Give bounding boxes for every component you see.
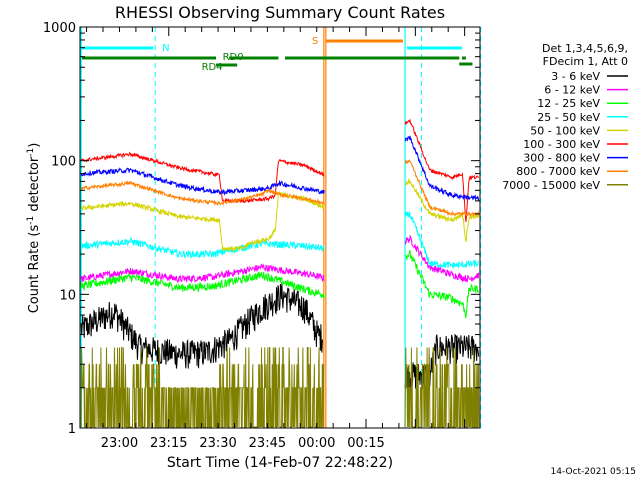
y-axis-label-end: ) <box>27 143 42 148</box>
series-line <box>80 250 480 319</box>
series-12-25kev <box>80 250 480 319</box>
saa-flag-label: S <box>312 36 318 47</box>
series-7000-15000kev <box>80 347 480 428</box>
x-tick-label: 00:15 <box>347 436 384 451</box>
series-line <box>80 118 480 222</box>
y-axis-label-main: Count Rate (s <box>27 225 42 314</box>
legend-entry-label: 6 - 12 keV <box>544 84 600 97</box>
y-axis-label-mid: detector <box>27 156 42 216</box>
series-line <box>81 178 480 253</box>
series-6-12kev <box>80 234 480 284</box>
x-tick-label: 23:00 <box>101 436 138 451</box>
series-line <box>80 211 480 269</box>
rd0-flag-label: RD0 <box>223 52 244 63</box>
rd4-flag-label: RD4 <box>202 62 223 73</box>
legend-entry-label: 25 - 50 keV <box>537 111 600 124</box>
axes: 1 10 100 1000 23:00 23:15 23:30 23:45 00:00 00:15 <box>43 21 481 451</box>
legend-entry-label: 12 - 25 keV <box>537 97 600 110</box>
x-tick-label: 23:15 <box>150 436 187 451</box>
series-line <box>80 234 480 284</box>
series-25-50kev <box>80 211 480 269</box>
y-axis-label-sup1: -1 <box>26 216 36 225</box>
legend-entry-label: 3 - 6 keV <box>551 70 600 83</box>
series-line <box>81 159 480 218</box>
legend-entry-label: 100 - 300 keV <box>523 138 600 151</box>
x-tick-label: 23:30 <box>199 436 236 451</box>
series-50-100kev <box>81 178 480 253</box>
series-100-300kev <box>80 118 480 222</box>
series-line-7000-15000 <box>80 347 480 428</box>
x-tick-label: 23:45 <box>249 436 286 451</box>
y-axis-label: Count Rate (s-1 detector-1) <box>26 143 42 314</box>
y-tick-label: 100 <box>51 155 76 170</box>
plot-border <box>79 26 481 429</box>
series-300-800kev <box>80 135 480 202</box>
legend-entry-label: 50 - 100 keV <box>530 124 600 137</box>
legend-header: FDecim 1, Att 0 <box>543 55 628 68</box>
series-800-7000kev <box>81 159 480 218</box>
date-stamp: 14-Oct-2021 05:15 <box>551 467 636 477</box>
legend-entry-label: 7000 - 15000 keV <box>502 179 600 192</box>
chart-title: RHESSI Observing Summary Count Rates <box>115 3 445 22</box>
y-tick-label: 10 <box>59 288 76 303</box>
night-flag-label: N <box>162 43 169 54</box>
legend-entry-label: 800 - 7000 keV <box>516 165 600 178</box>
legend-header: Det 1,3,4,5,6,9, <box>542 42 628 55</box>
x-axis-label: Start Time (14-Feb-07 22:48:22) <box>167 455 393 471</box>
series-lines <box>80 118 480 428</box>
y-tick-label: 1 <box>68 422 76 437</box>
y-tick-label: 1000 <box>43 21 76 36</box>
y-axis-label-sup2: -1 <box>26 148 36 157</box>
legend-entry-label: 300 - 800 keV <box>523 152 600 165</box>
series-line <box>80 135 480 202</box>
legend: Det 1,3,4,5,6,9,FDecim 1, Att 0 3 - 6 keV… <box>502 42 628 192</box>
x-tick-label: 00:00 <box>298 436 335 451</box>
